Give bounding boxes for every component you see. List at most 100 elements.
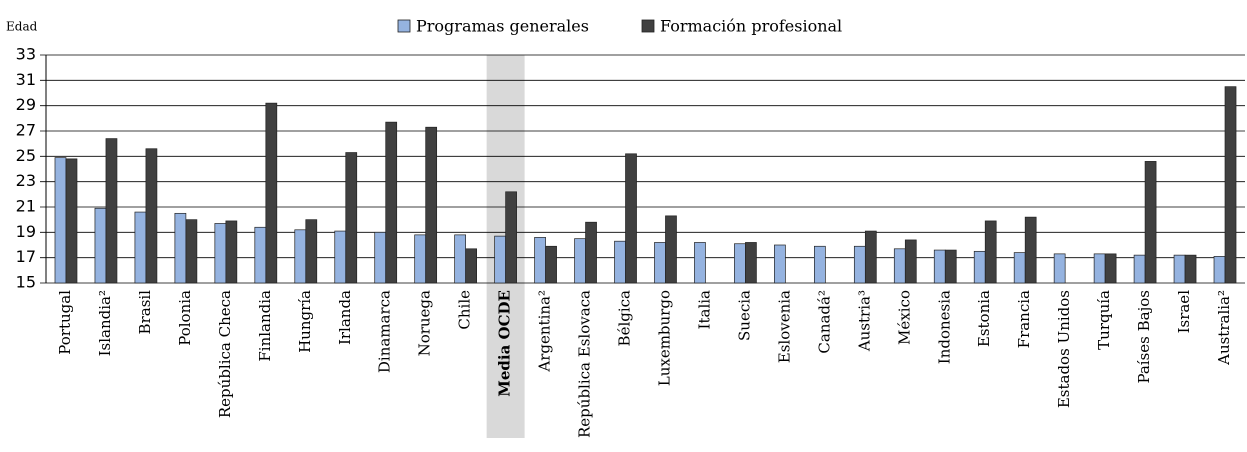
bar [665, 215, 677, 284]
bar [505, 191, 517, 284]
bar [105, 138, 118, 284]
x-tick-label: Islandia² [96, 290, 114, 356]
bar [734, 243, 746, 284]
y-tick-label: 19 [16, 222, 36, 241]
x-tick-label: Países Bajos [1135, 290, 1153, 384]
bar [864, 230, 877, 284]
bar [585, 221, 597, 284]
x-tick-label: Portugal [56, 290, 74, 355]
x-tick-label: México [895, 290, 913, 345]
x-tick-label: Francia [1015, 290, 1033, 348]
bar [1024, 216, 1037, 284]
bar [534, 237, 546, 284]
x-tick-label: Polonia [176, 290, 194, 346]
bar [574, 238, 586, 284]
bar [385, 121, 398, 284]
bar [334, 230, 347, 284]
bar [185, 219, 198, 284]
x-tick-label: República Eslovaca [576, 290, 594, 438]
x-tick-label: Estados Unidos [1055, 290, 1073, 408]
bar [745, 242, 757, 284]
legend-swatch [641, 19, 655, 33]
y-tick-label: 29 [16, 95, 36, 114]
bar [1213, 256, 1226, 284]
x-tick-label: Brasil [136, 290, 154, 335]
x-tick-label: Hungría [296, 290, 314, 353]
x-tick-label: Noruega [416, 290, 434, 356]
bar [853, 245, 866, 284]
legend-label: Programas generales [416, 17, 589, 36]
x-tick-label: Indonesia [935, 290, 953, 364]
bar [174, 212, 187, 284]
bar [1053, 253, 1066, 284]
bar [1013, 252, 1026, 284]
bar [774, 244, 786, 284]
bar [294, 229, 307, 284]
bar [654, 242, 666, 284]
y-tick-label: 27 [16, 121, 36, 140]
bar [414, 234, 427, 284]
bar [984, 220, 997, 284]
bar [494, 235, 506, 284]
x-tick-label: Chile [456, 290, 474, 330]
y-tick-label: 15 [16, 273, 36, 292]
bar [1093, 253, 1106, 284]
bar [145, 148, 158, 284]
x-tick-label: Luxemburgo [655, 290, 673, 386]
bar [214, 223, 227, 284]
bar [973, 250, 986, 284]
bar [345, 152, 358, 284]
bar [54, 157, 67, 284]
bar [1173, 254, 1186, 284]
bar [944, 249, 957, 284]
bar [65, 158, 78, 284]
y-tick-label: 33 [16, 45, 36, 64]
bar [1104, 253, 1117, 284]
y-tick-label: 21 [16, 197, 36, 216]
y-tick-label: 23 [16, 171, 36, 190]
bar [305, 219, 318, 284]
x-tick-label: Turquía [1095, 290, 1113, 350]
bar [454, 234, 466, 284]
y-axis-label: Edad [6, 20, 38, 34]
x-tick-label: Argentina² [536, 290, 554, 373]
y-tick-label: 17 [16, 247, 36, 266]
bar [1144, 161, 1157, 284]
bar [134, 211, 147, 284]
bar [933, 249, 946, 284]
x-tick-label: Finlandia [256, 290, 274, 362]
bar [614, 240, 626, 284]
bar [254, 226, 267, 284]
x-tick-label: Dinamarca [376, 290, 394, 373]
bar [893, 248, 906, 284]
x-tick-label: Italia [695, 290, 713, 329]
bar [1224, 86, 1237, 284]
x-tick-label: Canadá² [815, 290, 833, 354]
x-tick-label: Eslovenia [775, 290, 793, 363]
y-tick-label: 31 [16, 70, 36, 89]
x-tick-label: Estonia [975, 290, 993, 347]
legend-label: Formación profesional [660, 17, 842, 36]
legend-swatch [397, 19, 411, 33]
bar [425, 126, 438, 284]
y-tick-label: 25 [16, 146, 36, 165]
x-tick-label: Suecia [735, 290, 753, 341]
bar [465, 248, 477, 284]
bar [694, 242, 706, 284]
x-tick-label: Australia² [1215, 290, 1233, 366]
x-tick-label: Media OCDE [496, 290, 514, 397]
bar [1184, 254, 1197, 284]
bar [1133, 254, 1146, 284]
x-tick-label: Austria³ [855, 290, 873, 352]
x-tick-label: República Checa [216, 290, 234, 418]
bar [813, 245, 826, 284]
x-tick-label: Irlanda [336, 290, 354, 345]
bar [545, 245, 557, 284]
bar [94, 207, 107, 284]
bar [265, 102, 278, 284]
bar [225, 220, 238, 284]
bar [904, 239, 917, 284]
x-tick-label: Israel [1175, 290, 1193, 334]
bar [374, 231, 387, 284]
